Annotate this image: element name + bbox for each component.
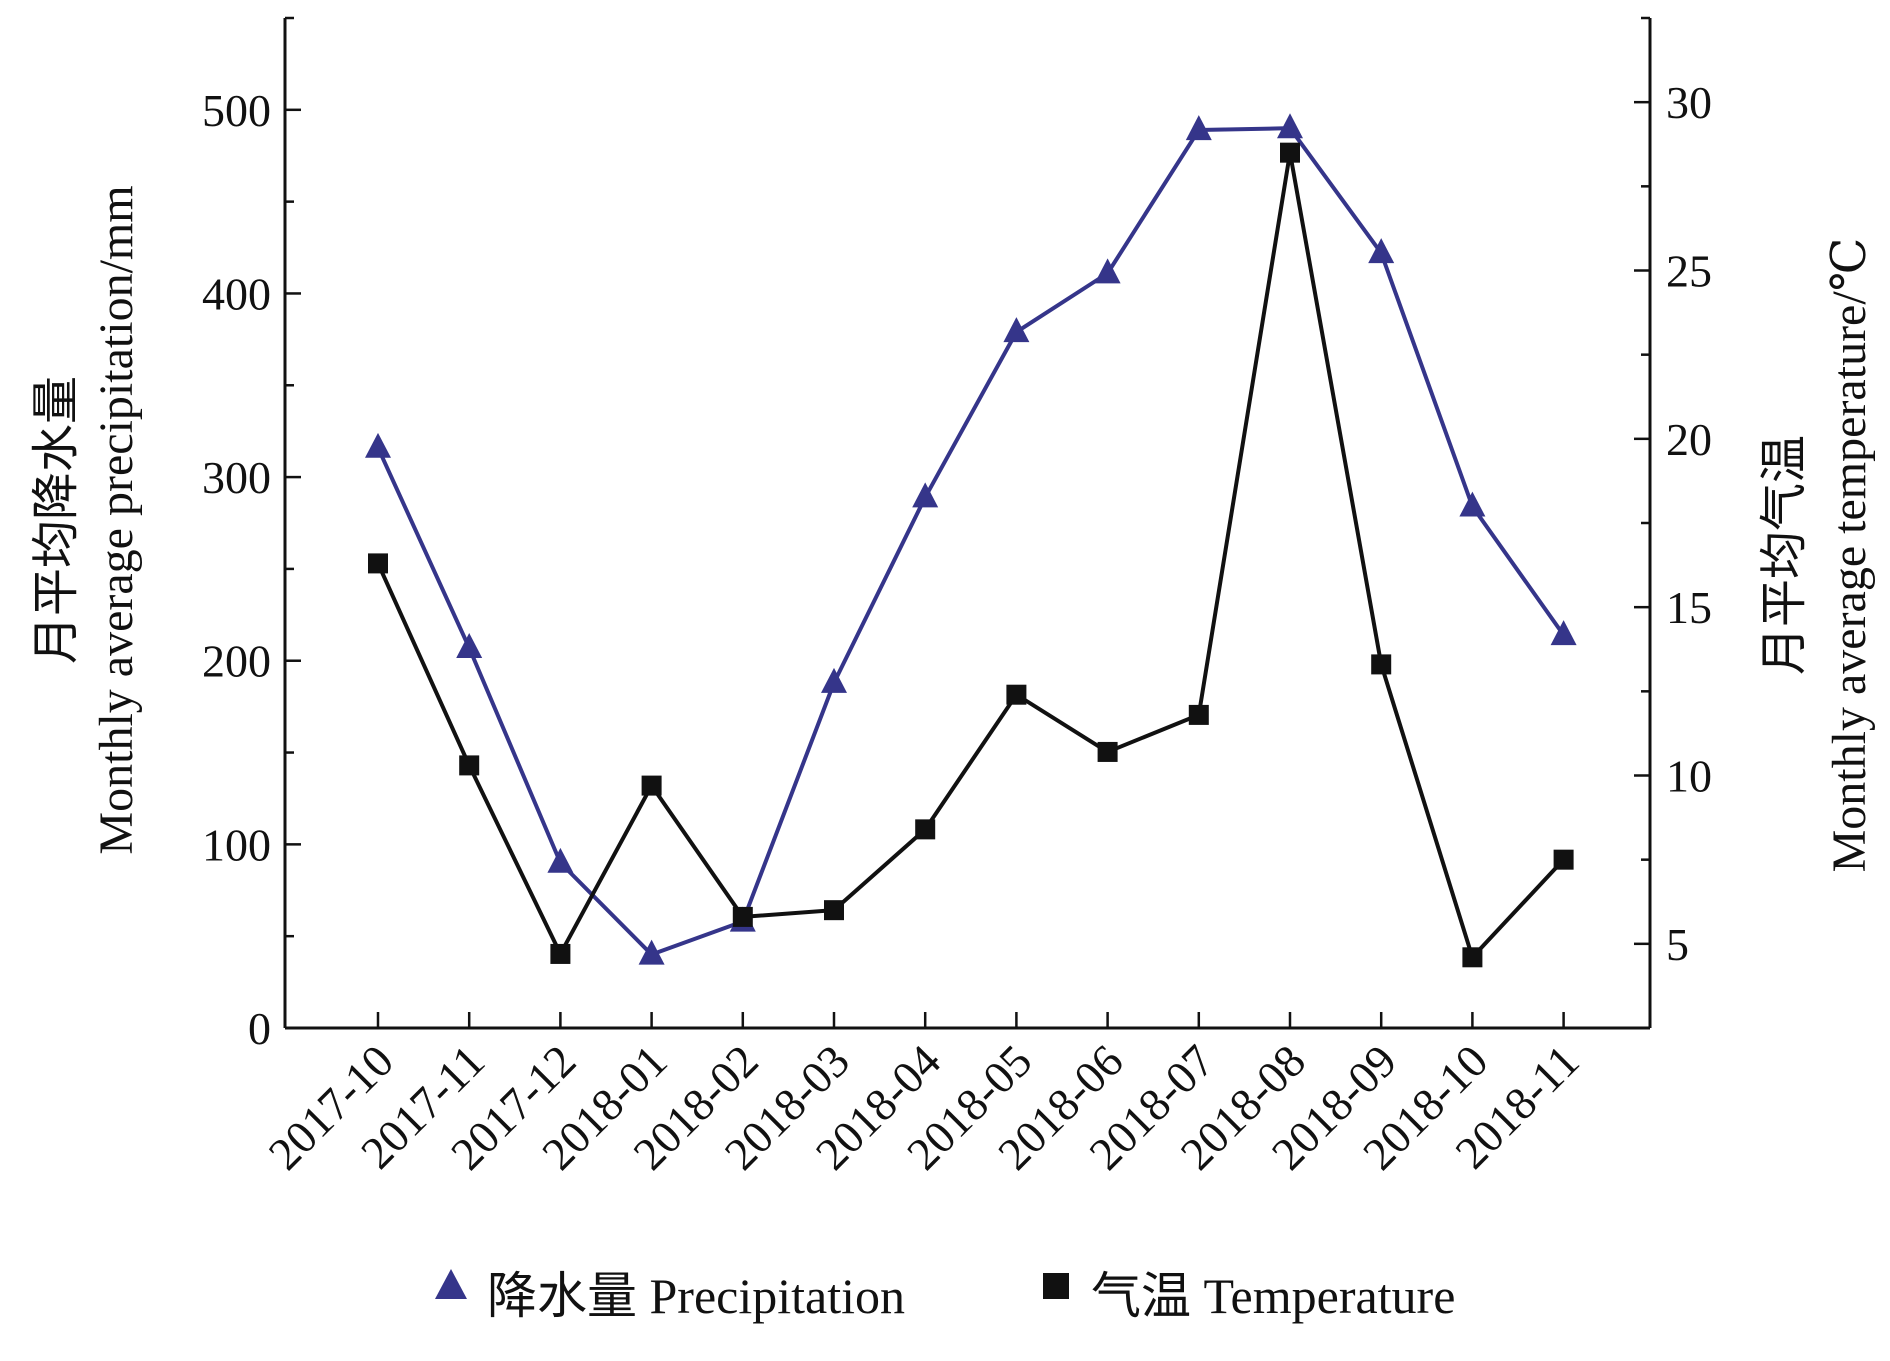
series-layer bbox=[365, 113, 1577, 968]
right-axis: 5 10 15 20 25 30 bbox=[1634, 16, 1712, 1030]
temperature-point bbox=[1006, 684, 1027, 705]
precipitation-point bbox=[821, 667, 847, 693]
precipitation-point bbox=[365, 432, 391, 458]
precipitation-point bbox=[638, 939, 665, 965]
precipitation-point bbox=[1003, 317, 1030, 343]
temperature-point bbox=[368, 553, 388, 574]
temperature-point bbox=[824, 900, 844, 921]
left-axis: 0 100 200 300 400 500 bbox=[202, 16, 301, 1054]
temperature-point bbox=[1553, 849, 1574, 870]
temperature-point bbox=[459, 755, 480, 776]
temperature-point bbox=[641, 775, 662, 796]
legend-triangle-marker bbox=[435, 1269, 467, 1299]
temperature-point bbox=[915, 819, 936, 840]
y-right-tick-label: 20 bbox=[1666, 414, 1712, 465]
precipitation-point bbox=[1550, 620, 1577, 646]
legend-label-temperature: 气温 Temperature bbox=[1091, 1268, 1455, 1324]
y-right-tick-label: 10 bbox=[1666, 751, 1712, 802]
y-axis-right-title-english: Monthly average temperature/℃ bbox=[1823, 238, 1876, 873]
series-line bbox=[376, 126, 1566, 957]
y-left-tick-label: 300 bbox=[202, 452, 271, 503]
precipitation-point bbox=[1185, 115, 1212, 141]
y-left-tick-label: 400 bbox=[202, 268, 271, 319]
precipitation-point bbox=[912, 482, 939, 508]
y-right-tick-label: 15 bbox=[1666, 582, 1712, 633]
y-right-tick-label: 25 bbox=[1666, 246, 1712, 297]
precipitation-point bbox=[547, 847, 574, 873]
precipitation-point bbox=[1277, 113, 1303, 139]
temperature-point bbox=[1280, 142, 1300, 163]
y-left-tick-label: 100 bbox=[202, 819, 271, 870]
y-left-tick-label: 0 bbox=[248, 1003, 271, 1054]
precipitation-point bbox=[1368, 238, 1395, 264]
temperature-point bbox=[1462, 947, 1483, 968]
legend-label-precipitation: 降水量 Precipitation bbox=[487, 1268, 905, 1324]
temperature-point bbox=[550, 943, 571, 964]
legend-item-temperature: 气温 Temperature bbox=[1043, 1268, 1455, 1324]
series-temperature bbox=[368, 142, 1574, 968]
y-left-tick-label: 500 bbox=[202, 85, 271, 136]
y-axis-left-title-chinese: 月平均降水量 bbox=[30, 376, 83, 664]
y-axis-left-title-english: Monthly average precipitation/mm bbox=[90, 185, 143, 854]
series-precipitation bbox=[365, 113, 1577, 965]
temperature-point bbox=[1371, 654, 1392, 675]
legend: 降水量 Precipitation 气温 Temperature bbox=[435, 1268, 1455, 1324]
y-right-tick-label: 5 bbox=[1666, 919, 1689, 970]
temperature-point bbox=[1097, 741, 1118, 762]
temperature-point bbox=[732, 906, 753, 927]
series-line bbox=[376, 150, 1566, 960]
x-axis: 2017-102017-112017-122018-012018-022018-… bbox=[259, 1012, 1589, 1179]
y-axis-right-title-chinese: 月平均气温 bbox=[1758, 435, 1811, 675]
y-right-tick-label: 30 bbox=[1666, 77, 1712, 128]
temperature-point bbox=[1188, 704, 1209, 725]
legend-square-marker bbox=[1043, 1273, 1069, 1299]
legend-item-precipitation: 降水量 Precipitation bbox=[435, 1268, 905, 1324]
precipitation-point bbox=[1094, 258, 1121, 284]
y-left-tick-label: 200 bbox=[202, 636, 271, 687]
precipitation-point bbox=[456, 632, 483, 658]
precipitation-point bbox=[1459, 491, 1486, 517]
